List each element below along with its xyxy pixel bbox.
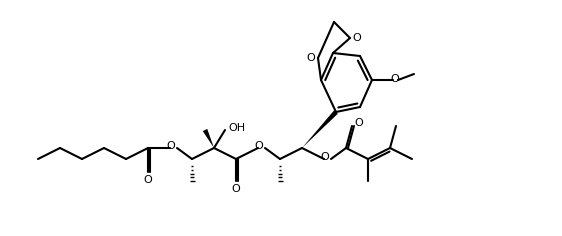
- Text: OH: OH: [228, 123, 246, 133]
- Text: O: O: [307, 53, 315, 63]
- Text: O: O: [355, 118, 364, 128]
- Text: O: O: [391, 74, 400, 84]
- Text: O: O: [232, 184, 241, 194]
- Polygon shape: [203, 129, 214, 148]
- Text: O: O: [352, 33, 361, 43]
- Text: O: O: [321, 152, 329, 162]
- Text: O: O: [144, 175, 152, 185]
- Text: O: O: [255, 141, 264, 151]
- Text: O: O: [166, 141, 175, 151]
- Polygon shape: [302, 110, 338, 148]
